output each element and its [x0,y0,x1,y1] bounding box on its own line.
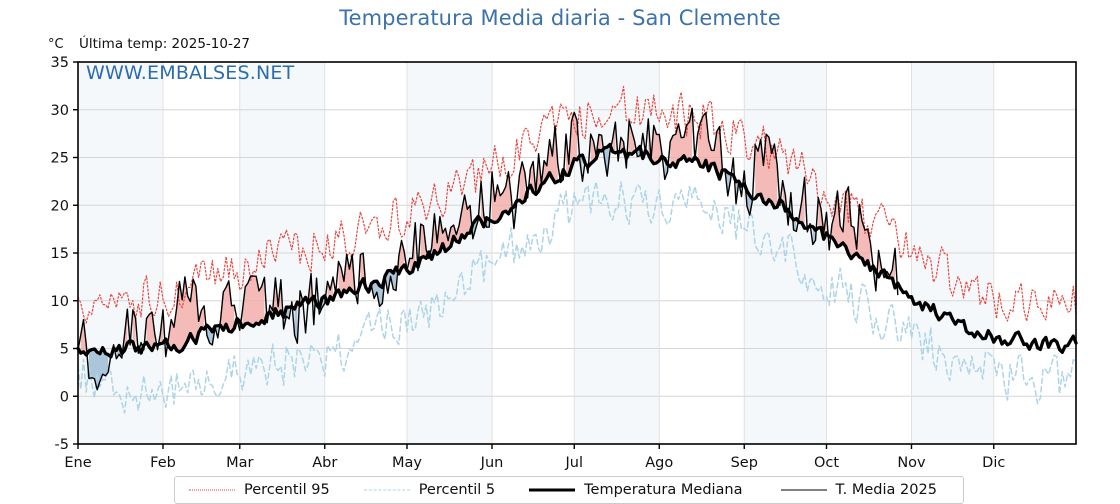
legend-label-t-media-2025: T. Media 2025 [835,482,937,498]
x-tick-label: Oct [814,455,839,471]
line-temperatura-mediana [76,142,1078,359]
legend-percentil-95: Percentil 95 [189,482,330,498]
legend-percentil-5: Percentil 5 [363,482,496,498]
legend-swatch-media-2025-icon [780,484,827,496]
chart-legend: Percentil 95 Percentil 5 Temperatura Med… [174,476,964,504]
y-tick-label: 5 [60,342,69,358]
x-tick-label: May [392,455,422,471]
x-tick-label: Feb [150,455,176,471]
fill-above-median [168,276,205,353]
fill-above-median [831,186,871,271]
line-percentil-95 [77,85,1077,324]
y-axis-unit-label: °C [48,37,64,52]
x-tick-label: Jun [480,455,504,471]
x-tick-label: Nov [897,455,926,471]
y-tick-label: -5 [55,437,69,453]
line-percentil-5 [77,180,1077,414]
fill-above-median [220,280,235,333]
x-tick-label: Jul [565,455,584,471]
y-tick-label: 0 [60,389,69,405]
x-tick-label: Dic [982,455,1005,471]
legend-swatch-percentil-5-icon [363,484,410,496]
legend-label-temperatura-mediana: Temperatura Mediana [584,482,743,498]
legend-label-percentil-5: Percentil 5 [418,482,496,498]
fill-above-median [242,275,265,328]
y-tick-label: 20 [51,198,69,214]
fill-above-median [519,161,525,203]
legend-t-media-2025: T. Media 2025 [780,482,937,498]
fill-below-median [725,169,731,196]
legend-temperatura-mediana: Temperatura Mediana [529,482,743,498]
y-tick-label: 15 [51,246,69,262]
fill-below-median [604,144,610,177]
data-series-lines [76,85,1078,414]
legend-label-percentil-95: Percentil 95 [244,482,330,498]
legend-swatch-mediana-icon [529,484,576,496]
x-tick-label: Ago [645,455,673,471]
fill-below-median [793,218,797,232]
fill-above-median [629,120,635,155]
y-tick-label: 30 [51,103,69,119]
x-tick-label: Sep [731,455,758,471]
y-tick-label: 10 [51,294,69,310]
fill-above-median [269,277,281,319]
fill-below-median [88,347,109,390]
x-tick-label: Ene [64,455,91,471]
fill-above-median [409,222,416,274]
y-tick-label: 35 [51,55,69,71]
axis-tick-labels: -5 0 5 10 15 20 25 30 35 Ene Feb Mar Abr May Jun Jul Ago… [51,55,1006,471]
grid-lines [77,62,1076,444]
page-title: Temperatura Media diaria - San Clemente [339,6,781,30]
x-tick-label: Mar [226,455,253,471]
legend-swatch-percentil-95-icon [189,484,235,496]
fill-below-median [294,302,298,344]
fill-above-median [755,134,778,208]
last-temp-label: Última temp: 2025-10-27 [79,36,251,52]
fill-above-median [420,224,427,259]
x-tick-label: Abr [312,455,337,471]
y-tick-label: 25 [51,151,69,167]
